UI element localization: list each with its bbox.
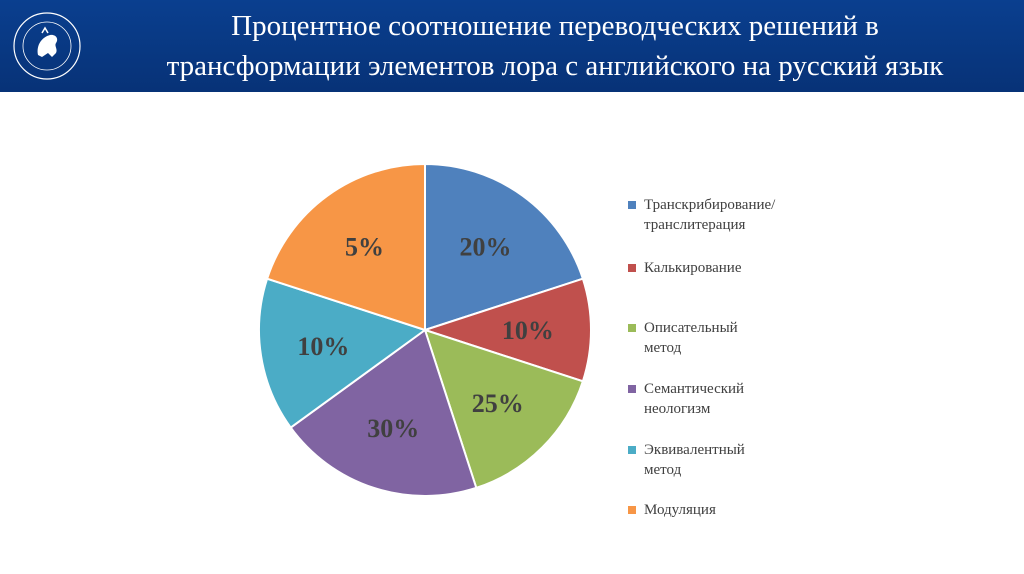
pie-slice-transcription: [424, 162, 585, 332]
title-line-1: Процентное соотношение переводческих реш…: [231, 10, 879, 42]
legend-swatch-neologism: [628, 385, 636, 393]
legend-label-modulation: Модуляция: [644, 502, 716, 518]
pie-slice-modulation: [265, 162, 426, 332]
university-logo-icon: [13, 12, 81, 80]
data-label-neologism: 30%: [367, 414, 419, 443]
legend-label-neologism: Семантический неологизм: [644, 381, 745, 417]
slide-header: Процентное соотношение переводческих реш…: [0, 0, 1024, 92]
data-label-calque: 10%: [502, 316, 554, 345]
legend-label-calque: Калькирование: [644, 260, 742, 276]
pie-chart: 20% 10% 25% 30% 10% 5%: [258, 162, 592, 497]
legend-label-equivalent: Эквивалентный метод: [644, 442, 745, 478]
data-label-modulation: 5%: [345, 233, 384, 262]
legend-label-transcription: Транскрибирование/ транслитерация: [644, 197, 776, 233]
legend-swatch-descriptive: [628, 324, 636, 332]
pie-slice-neologism: [289, 328, 478, 497]
legend-label-descriptive: Описательный метод: [644, 320, 738, 356]
pie-slice-calque: [421, 277, 592, 383]
data-label-equivalent: 10%: [297, 332, 349, 361]
legend-swatch-equivalent: [628, 446, 636, 454]
pie-slice-equivalent: [258, 277, 428, 429]
legend-swatch-calque: [628, 264, 636, 272]
data-label-transcription: 20%: [459, 233, 511, 262]
legend-swatch-transcription: [628, 201, 636, 209]
data-label-descriptive: 25%: [472, 389, 524, 418]
page-title: Процентное соотношение переводческих реш…: [95, 6, 1015, 86]
title-line-2: трансформации элементов лора с английско…: [166, 50, 944, 82]
legend-swatch-modulation: [628, 506, 636, 514]
